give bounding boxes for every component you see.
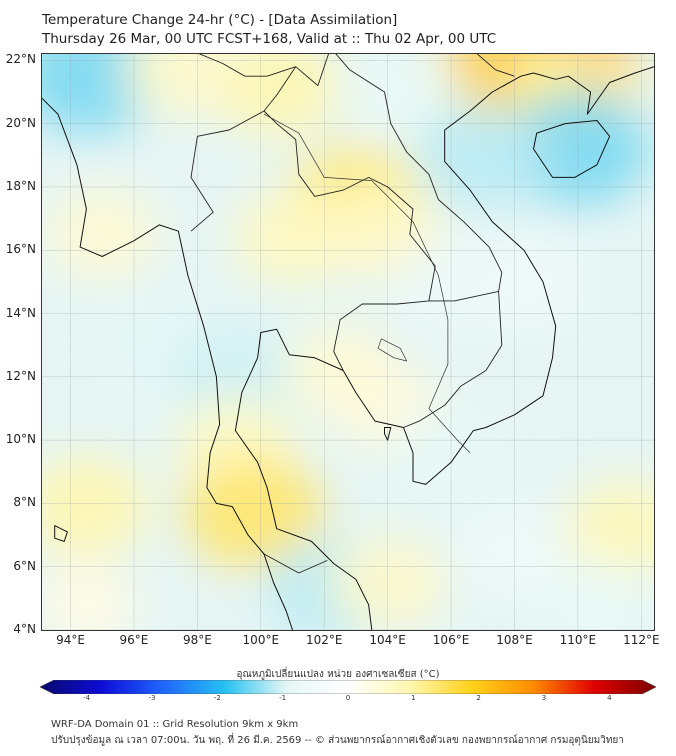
anomaly-blob-23 [563,479,654,578]
border-myanmar-thailand [190,110,265,232]
colorbar-tick-minus2: -2 [213,694,221,702]
lat-label-16: 16°N [5,242,36,257]
lat-label-14: 14°N [5,305,36,320]
anomaly-blob-2 [123,54,240,117]
anomaly-blob-20 [184,456,325,570]
lat-label-8: 8°N [13,495,36,510]
anomaly-blob-28 [42,562,140,630]
map-subtitle-valid-time: Thursday 26 Mar, 00 UTC FCST+168, Valid … [42,31,497,47]
coast-phu-quoc [384,427,392,441]
colorbar-tick-0: 0 [345,694,351,702]
border-thailand-malaysia [263,553,328,574]
map-title: Temperature Change 24-hr (°C) - [Data As… [42,12,398,28]
colorbar-tick-minus1: -1 [279,694,287,702]
lat-label-20: 20°N [5,115,36,130]
lon-label-104: 104°E [369,633,406,647]
colorbar-tick-minus4: -4 [83,694,91,702]
colorbar-tick-4: 4 [607,694,612,702]
colorbar-title: อุณหภูมิเปลี่ยนแปลง หน่วย องศาเซลเซียส (… [236,669,440,680]
border-thailand-laos [263,110,436,301]
footer-update-credit: ปรับปรุงข้อมูล ณ เวลา 07:00น. วัน พฤ. ที… [51,735,624,746]
border-laos-cambodia [428,290,499,302]
lat-label-10: 10°N [5,432,36,447]
river-tonle-sap-lake [377,338,408,362]
lon-label-94: 94°E [56,633,85,647]
coast-bay-of-bengal-coast [42,97,293,630]
lon-label-106: 106°E [432,633,470,647]
lon-label-96: 96°E [119,633,149,647]
lat-label-6: 6°N [13,558,36,573]
lon-label-112: 112°E [623,633,660,647]
lon-label-100: 100°E [242,633,280,647]
colorbar-tick-minus3: -3 [148,694,156,702]
anomaly-blob-13 [474,236,587,327]
anomaly-blob-8 [416,101,550,209]
border-china-south-border [198,54,329,87]
colorbar-tick-3: 3 [541,694,547,702]
lon-label-110: 110°E [559,633,597,647]
colorbar-ramp [40,680,656,694]
colorbar [40,680,656,694]
anomaly-field [42,54,654,630]
footer-domain-info: WRF-DA Domain 01 :: Grid Resolution 9km … [51,719,299,730]
river-mekong [263,113,471,454]
lat-label-12: 12°N [5,368,36,383]
anomaly-blob-27 [534,560,654,630]
lon-label-108: 108°E [496,633,533,647]
lon-label-98: 98°E [182,633,212,647]
anomaly-blob-14 [45,189,159,280]
border-china-vietnam [476,54,515,77]
lat-label-4: 4°N [13,622,36,636]
coast-nicobar-islands [54,525,68,542]
border-cambodia-vietnam [403,291,503,428]
border-thailand-cambodia [333,300,429,371]
temperature-change-map[interactable] [41,53,655,631]
geographic-lines [42,54,654,630]
graticule [42,54,654,630]
anomaly-blob-6 [343,54,464,140]
lat-label-22: 22°N [5,52,36,67]
map-canvas [42,54,654,630]
colorbar-tick-2: 2 [476,694,481,702]
colorbar-tick-1: 1 [411,694,416,702]
lon-label-102: 102°E [305,633,343,647]
coast-hainan [533,120,611,178]
anomaly-blob-10 [232,189,353,286]
lat-label-18: 18°N [5,178,36,193]
anomaly-blob-21 [42,455,150,558]
border-laos-vietnam [335,54,503,292]
coast-gulf-of-thailand-coast [234,66,654,630]
border-myanmar-laos [263,66,297,112]
